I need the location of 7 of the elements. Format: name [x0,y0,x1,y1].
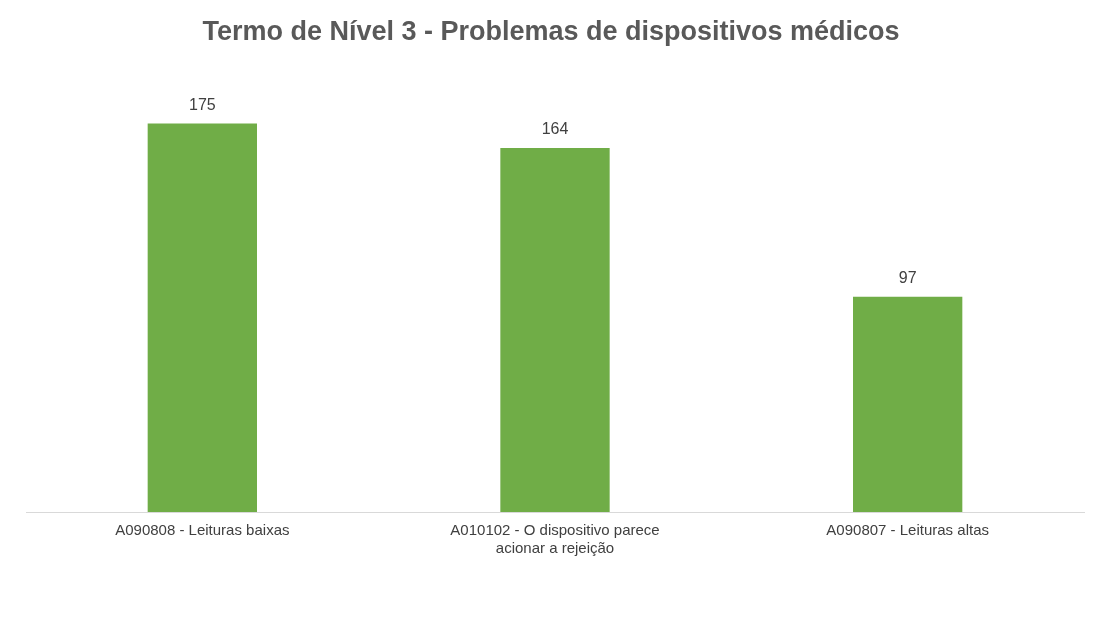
data-label: 175 [188,95,216,113]
x-tick-label: A090807 - Leituras altas [826,521,989,539]
data-label: 97 [898,269,917,287]
x-tick-label: A010102 - O dispositivo parece acionar a rejeição [450,521,660,557]
chart-title: Termo de Nível 3 - Problemas de dispositivos médicos [201,15,901,48]
x-tick-label: A090808 - Leituras baixas [115,521,290,539]
data-label: 164 [541,120,569,138]
